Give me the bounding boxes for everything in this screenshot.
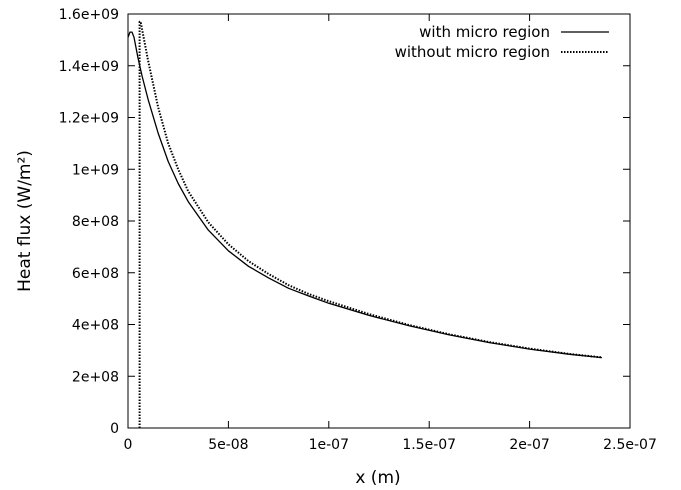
- x-tick-label: 1.5e-07: [402, 437, 456, 453]
- y-axis-title: Heat flux (W/m²): [15, 150, 35, 292]
- y-tick-label: 6e+08: [72, 266, 119, 282]
- x-tick-label: 1e-07: [309, 437, 349, 453]
- y-tick-label: 1.6e+09: [59, 7, 119, 23]
- y-tick-label: 1.2e+09: [59, 111, 119, 127]
- x-axis-title: x (m): [355, 468, 400, 488]
- axis-ticks: [127, 13, 631, 429]
- y-tick-label: 1.4e+09: [59, 59, 119, 75]
- y-tick-label: 1e+09: [72, 162, 119, 178]
- plot-frame: [127, 13, 631, 429]
- legend-label-without-micro-region: without micro region: [395, 43, 550, 61]
- series-line-with-micro-region: [127, 31, 602, 359]
- y-tick-label: 8e+08: [72, 214, 119, 230]
- x-tick-label: 5e-08: [208, 437, 248, 453]
- axis-tick-labels: 0 5e-08 1e-07 1.5e-07 2e-07 2.5e-07 0 2e+08 4e+0…: [59, 7, 657, 453]
- series-line-without-micro-region: [138, 20, 603, 428]
- legend-label-with-micro-region: with micro region: [419, 23, 550, 41]
- y-tick-label: 4e+08: [72, 318, 119, 334]
- y-tick-label: 0: [110, 421, 119, 437]
- x-tick-label: 2e-07: [509, 437, 549, 453]
- x-tick-label: 0: [124, 437, 133, 453]
- legend: with micro region without micro region: [395, 23, 609, 61]
- x-tick-label: 2.5e-07: [603, 437, 657, 453]
- y-tick-label: 2e+08: [72, 369, 119, 385]
- series-lines: [127, 20, 603, 428]
